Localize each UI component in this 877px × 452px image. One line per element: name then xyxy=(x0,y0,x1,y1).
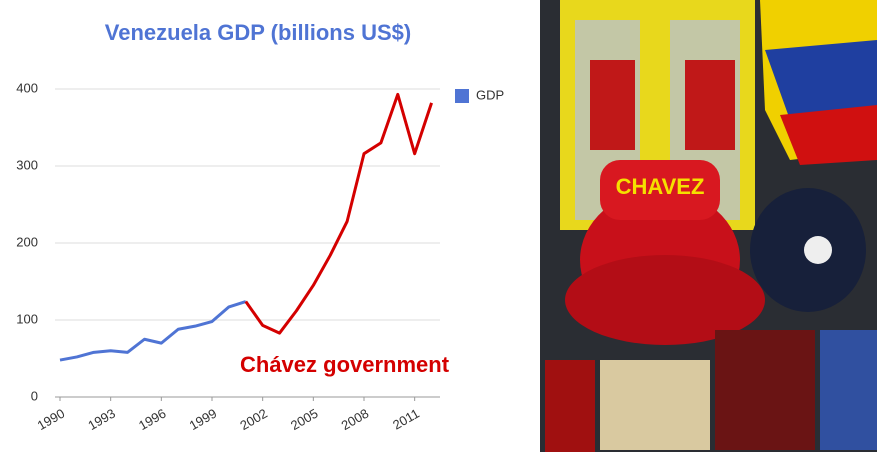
annotation: Chávez government xyxy=(240,352,450,377)
x-tick-label: 1993 xyxy=(85,406,118,433)
y-tick-label: 200 xyxy=(16,234,38,249)
y-tick-label: 400 xyxy=(16,80,38,95)
photo: CHAVEZ xyxy=(540,0,877,452)
line xyxy=(244,92,433,335)
x-tick-label: 2008 xyxy=(339,406,372,433)
y-tick-label: 0 xyxy=(31,388,38,403)
x-tick-label: 1999 xyxy=(187,406,220,433)
x-tick-label: 2005 xyxy=(288,406,321,433)
legend-swatch xyxy=(455,89,469,103)
y-tick-label: 100 xyxy=(16,311,38,326)
photo-text: CHAVEZ xyxy=(616,174,705,199)
y-tick-label: 300 xyxy=(16,157,38,172)
legend-label: GDP xyxy=(476,87,504,102)
chart: 0 100 200 300 400 1990 1993 1996 1999 2002 2005 200… xyxy=(16,80,440,433)
line xyxy=(59,300,247,362)
x-tick-label: 1990 xyxy=(35,406,68,433)
chart-title: Venezuela GDP (billions US$) xyxy=(105,20,411,45)
x-tick-label: 2011 xyxy=(390,406,422,433)
x-tick-label: 2002 xyxy=(237,406,270,433)
x-tick-label: 1996 xyxy=(136,406,169,433)
